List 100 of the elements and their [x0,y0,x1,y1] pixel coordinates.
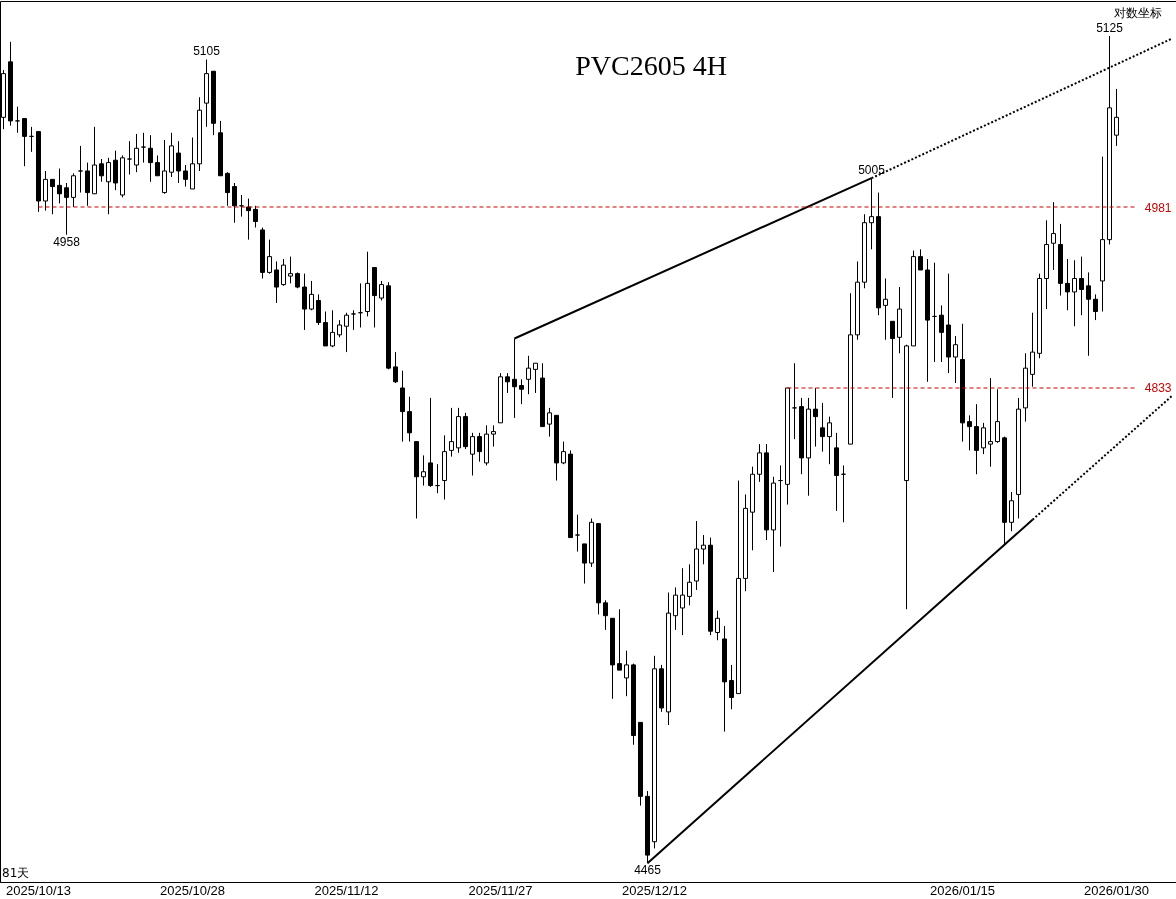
candlestick [78,145,83,194]
x-tick-label: 2025/10/13 [5,882,72,898]
candlestick [50,178,55,215]
candlestick [148,134,153,183]
candlestick [323,311,328,347]
candlestick [470,432,475,477]
candlestick [302,273,307,331]
candlestick [701,534,706,565]
y-tick-label: 4981 [1144,200,1172,215]
annotation: 5125 [1096,21,1124,36]
x-tick-label: 2025/12/12 [621,882,688,898]
candlestick [1086,271,1091,357]
candlestick [22,118,27,167]
candlestick [813,387,818,448]
candlestick [547,407,552,438]
x-tick-label: 2025/11/27 [468,882,533,898]
candlestick [820,402,825,453]
x-tick-label: 2025/10/28 [159,882,226,898]
candlestick [918,248,923,271]
candlestick [155,154,160,177]
annotation: 4958 [53,234,81,249]
candlestick [393,351,398,384]
candlestick [281,258,286,287]
candlestick [995,388,1000,444]
candlestick [330,309,335,348]
candlestick [113,150,118,191]
candlestick [890,320,895,399]
candlestick [134,133,139,173]
candlestick [1079,256,1084,316]
annotation: 4465 [634,863,662,878]
candlestick [162,139,167,195]
candlestick [246,198,251,241]
candlestick [316,293,321,326]
x-tick-label: 2025/11/12 [314,882,379,898]
candlestick [99,158,104,183]
candlestick [176,140,181,184]
candlestick [582,543,587,585]
candlestick [617,608,622,671]
candlestick [71,172,76,208]
candlestick [1114,88,1119,147]
candlestick [225,171,230,207]
candlestick [981,422,986,455]
candlestick [974,403,979,475]
candlestick [757,443,762,483]
candlestick [1093,293,1098,321]
candlestick [1072,259,1077,327]
candlestick [967,414,972,451]
candlestick [792,362,797,440]
candlestick [680,567,685,636]
candlestick [274,260,279,304]
candlestick [883,278,888,341]
candlestick [428,397,433,488]
candlestick [1065,258,1070,311]
candlestick [106,157,111,215]
annotation: 5005 [858,163,886,178]
candlestick [183,164,188,188]
candlestick [127,140,132,176]
annotation: 81天 [2,866,30,880]
candlestick [253,205,258,229]
text: PVC2605 4H [575,50,727,81]
candlestick [715,610,720,641]
candlestick [351,309,356,331]
candlestick [526,355,531,395]
candlestick [827,416,832,465]
candlestick [15,106,20,134]
candlestick [939,304,944,363]
candlestick [477,432,482,463]
candlestick [379,280,384,301]
candlestick [407,396,412,443]
candlestick [267,239,272,275]
candlestick [85,162,90,207]
candlestick [288,256,293,284]
x-tick-label: 2026/01/30 [1083,882,1150,898]
candlestick [673,586,678,631]
candlestick [603,599,608,631]
candlestick [953,335,958,384]
candlestick [491,424,496,448]
candlestick [988,377,993,468]
x-tick-label: 2026/01/15 [929,882,996,898]
candlestick [505,372,510,394]
candlestick [1030,312,1035,388]
candlestick [729,664,734,710]
candlestick [1009,491,1014,532]
candlestick [533,362,538,394]
candlestick [344,312,349,353]
candlestick [421,454,426,487]
annotation: 5105 [193,44,221,59]
candlestick [519,378,524,405]
candlestick [64,182,69,236]
candlestick [624,650,629,697]
candlestick [57,168,62,204]
annotation: 对数坐标 [1114,6,1162,20]
candlestick [1051,201,1056,271]
candlestick [400,370,405,443]
candlestick [141,132,146,164]
candlestick [449,407,454,458]
candlestick [575,514,580,553]
candlestick [43,170,48,212]
y-tick-label: 4833 [1144,381,1172,396]
candlestick [687,563,692,606]
